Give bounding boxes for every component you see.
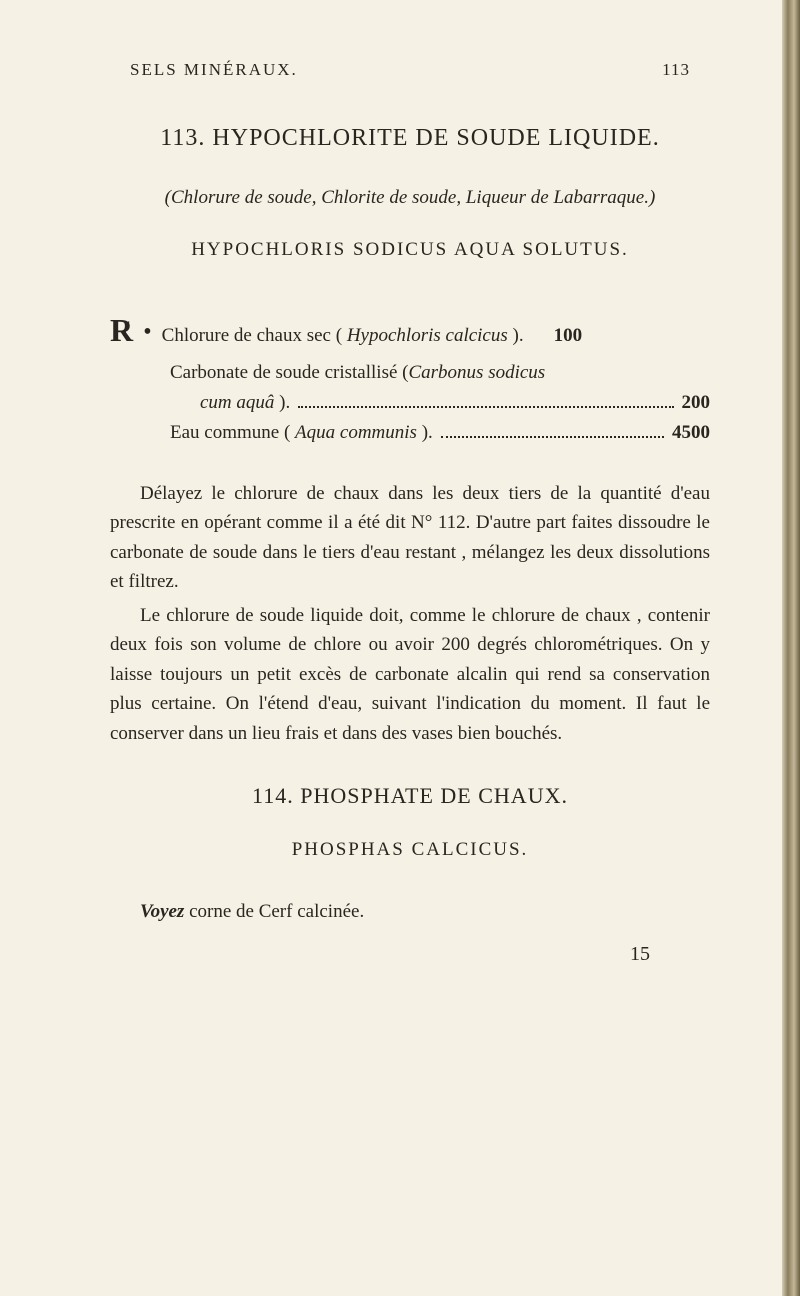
running-header: SELS MINÉRAUX. 113 <box>110 60 710 80</box>
page-border-decoration <box>782 0 800 1296</box>
leader-dots <box>298 406 673 408</box>
ingredient-1-name: Chlorure de chaux sec ( Hypochloris calc… <box>162 322 524 351</box>
ingredient-3-line: Eau commune ( Aqua communis ). 4500 <box>110 422 710 444</box>
ingredient-2-line: Carbonate de soude cristallisé (Carbonus… <box>110 362 710 384</box>
header-section-title: SELS MINÉRAUX. <box>130 60 298 80</box>
ingredient-2-continuation: cum aquâ ). 200 <box>110 392 710 414</box>
ingredient-2-amount: 200 <box>682 392 711 414</box>
section-113-subtitle: (Chlorure de soude, Chlorite de soude, L… <box>110 187 710 209</box>
leader-dots <box>441 436 664 438</box>
section-114-title: 114. PHOSPHATE DE CHAUX. <box>110 783 710 809</box>
ingredient-1-line: R/ • Chlorure de chaux sec ( Hypochloris… <box>110 306 710 354</box>
voyez-reference: Voyez corne de Cerf calcinée. <box>110 901 710 923</box>
bullet-icon: • <box>143 314 151 350</box>
ingredient-3-amount: 4500 <box>672 422 710 444</box>
ingredient-1-amount: 100 <box>554 322 583 351</box>
rx-symbol: R/ <box>110 306 139 354</box>
section-114-latin-title: PHOSPHAS CALCICUS. <box>110 839 710 861</box>
section-113-latin-title: HYPOCHLORIS SODICUS AQUA SOLUTUS. <box>110 239 710 261</box>
paragraph-2: Le chlorure de soude liquide doit, comme… <box>110 601 710 748</box>
header-page-number: 113 <box>662 60 690 80</box>
signature-number: 15 <box>110 943 710 966</box>
paragraph-1: Délayez le chlorure de chaux dans les de… <box>110 479 710 597</box>
section-113-title: 113. HYPOCHLORITE DE SOUDE LIQUIDE. <box>110 125 710 152</box>
